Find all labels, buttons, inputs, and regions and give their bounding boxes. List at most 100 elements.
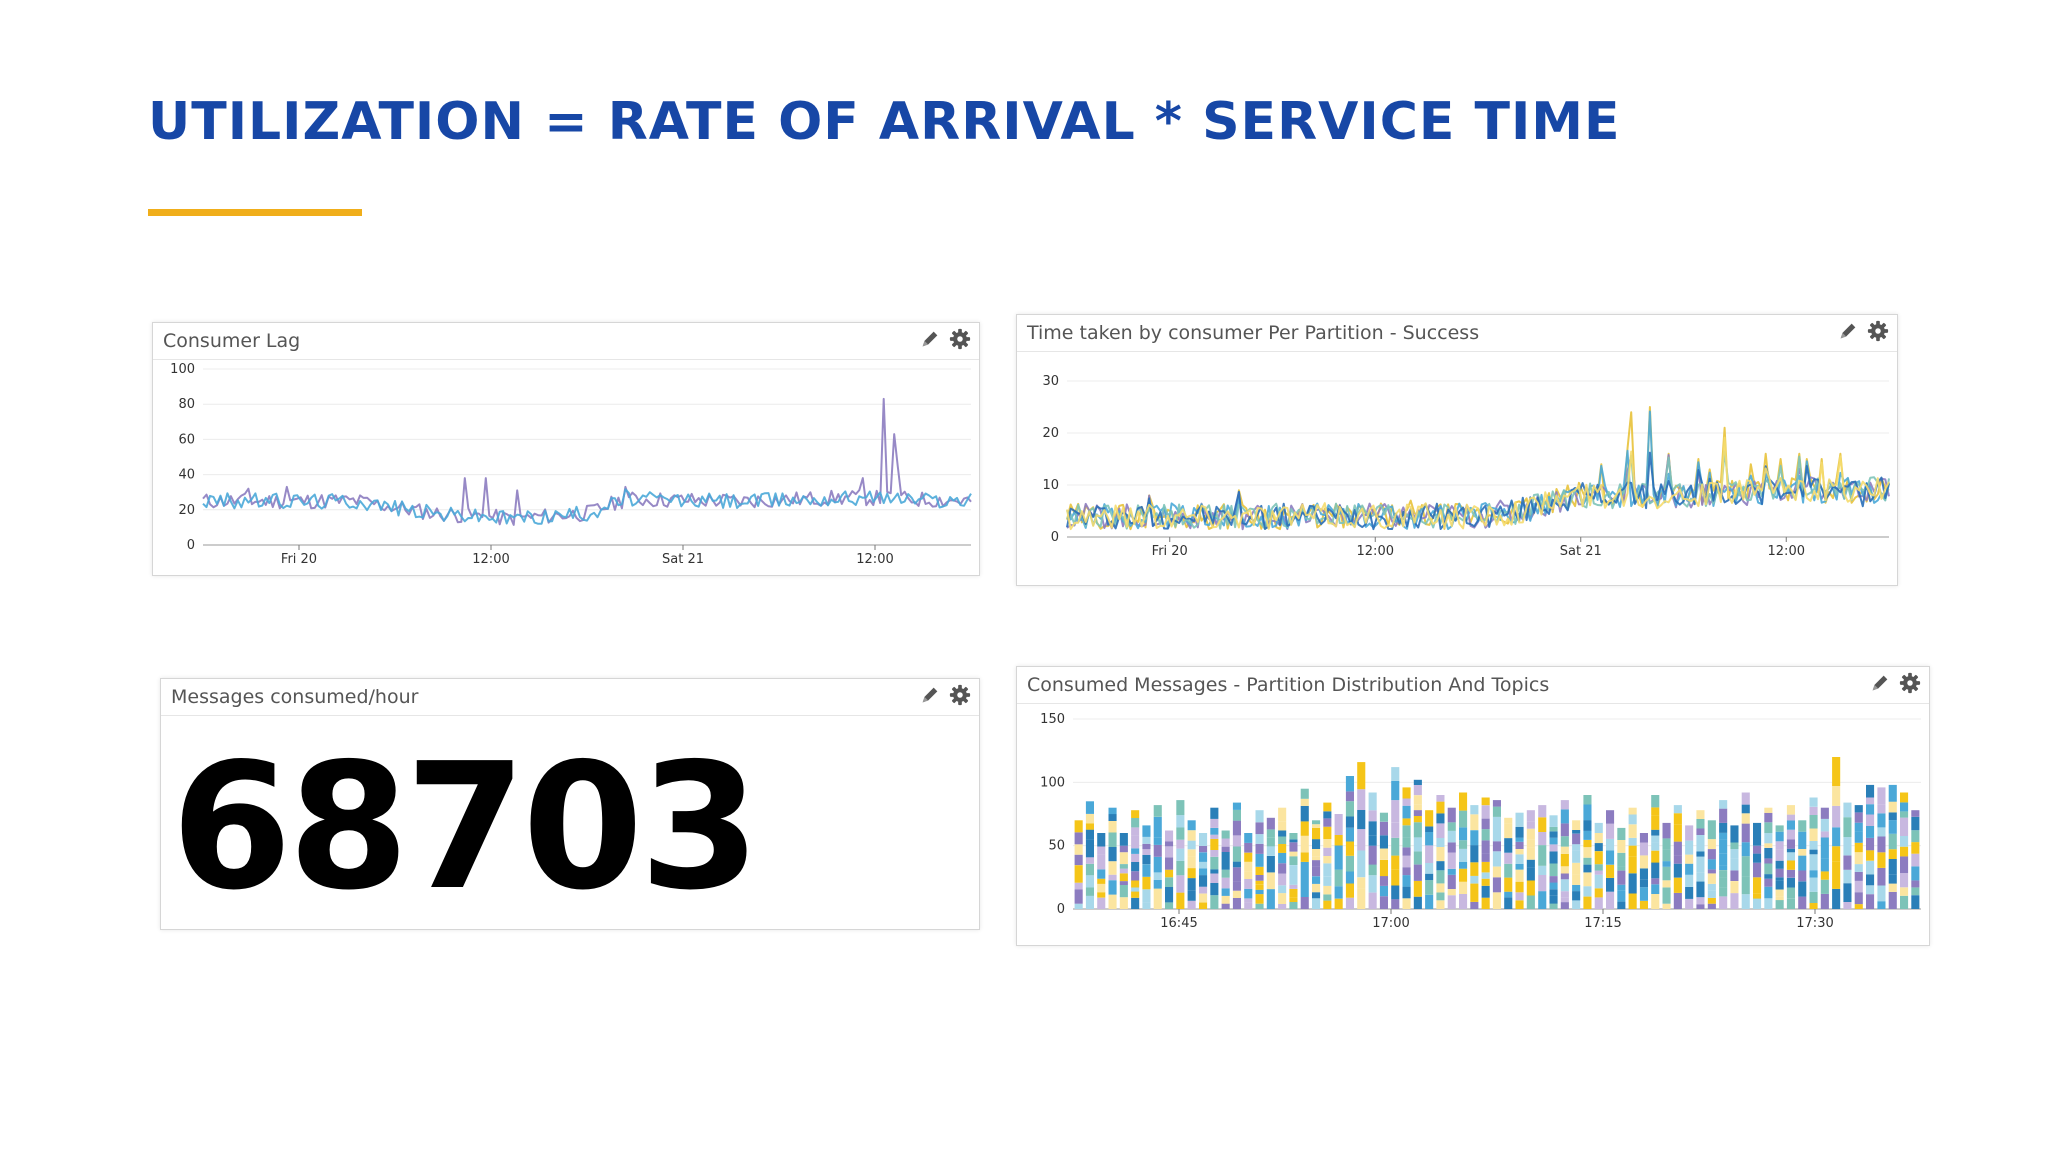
- bar-segment: [1176, 875, 1185, 893]
- bar-segment: [1165, 902, 1174, 909]
- bar-segment: [1583, 896, 1592, 909]
- bar-segment: [1775, 896, 1784, 901]
- bar-segment: [1888, 849, 1897, 859]
- bar-segment: [1854, 822, 1863, 832]
- bar-segment: [1606, 877, 1615, 892]
- bar-segment: [1176, 892, 1185, 909]
- bar-segment: [1232, 881, 1241, 891]
- bar-segment: [1775, 841, 1784, 850]
- bar-segment: [1764, 822, 1773, 834]
- x-tick-label: 12:00: [1768, 544, 1805, 559]
- bar-segment: [1142, 864, 1151, 877]
- bar-segment: [1300, 821, 1309, 836]
- bar-segment: [1854, 842, 1863, 853]
- bar-segment: [1425, 832, 1434, 846]
- gear-icon[interactable]: [1899, 672, 1921, 694]
- bar-segment: [1854, 831, 1863, 843]
- bar-segment: [1696, 872, 1705, 882]
- bar-segment: [1560, 891, 1569, 898]
- bar-segment: [1244, 888, 1253, 899]
- gear-icon[interactable]: [949, 328, 971, 350]
- bar-segment: [1843, 837, 1852, 856]
- bar-segment: [1798, 831, 1807, 849]
- bar-segment: [1707, 897, 1716, 904]
- bar-segment: [1662, 861, 1671, 867]
- bar-segment: [1492, 816, 1501, 830]
- bar-segment: [1481, 853, 1490, 862]
- bar-segment: [1877, 804, 1886, 814]
- bar-segment: [1753, 853, 1762, 863]
- bar-segment: [1854, 881, 1863, 893]
- bar-segment: [1481, 829, 1490, 841]
- bar-segment: [1266, 856, 1275, 873]
- bar-segment: [1583, 840, 1592, 848]
- bar-segment: [1707, 903, 1716, 909]
- y-tick-label: 0: [1051, 530, 1059, 545]
- bar-segment: [1617, 901, 1626, 909]
- bar-segment: [1108, 832, 1117, 847]
- bar-segment: [1199, 833, 1208, 846]
- bar-segment: [1425, 810, 1434, 827]
- bar-segment: [1312, 827, 1321, 840]
- bar-segment: [1108, 814, 1117, 821]
- bar-segment: [1820, 871, 1829, 880]
- bar-segment: [1345, 776, 1354, 792]
- bar-segment: [1289, 839, 1298, 843]
- bar-segment: [1515, 812, 1524, 820]
- bar-segment: [1425, 894, 1434, 909]
- pencil-icon[interactable]: [1869, 672, 1891, 694]
- stacked-bar: [1538, 805, 1547, 909]
- bar-segment: [1764, 878, 1773, 887]
- bar-segment: [1764, 847, 1773, 859]
- stacked-bar: [1074, 820, 1083, 909]
- bar-segment: [1097, 892, 1106, 898]
- bar-segment: [1345, 827, 1354, 842]
- bar-segment: [1153, 805, 1162, 817]
- stacked-bar: [1357, 762, 1366, 909]
- bar-segment: [1402, 818, 1411, 826]
- bar-segment: [1492, 877, 1501, 893]
- stacked-bar: [1617, 827, 1626, 909]
- bar-segment: [1707, 869, 1716, 874]
- pencil-icon[interactable]: [1837, 320, 1859, 342]
- gear-icon[interactable]: [1867, 320, 1889, 342]
- bar-segment: [1549, 851, 1558, 864]
- bar-segment: [1345, 897, 1354, 909]
- stacked-bar: [1764, 807, 1773, 909]
- x-tick-label: Fri 20: [281, 552, 317, 567]
- bar-segment: [1572, 891, 1581, 901]
- pencil-icon[interactable]: [919, 328, 941, 350]
- bar-segment: [1492, 841, 1501, 852]
- bar-segment: [1843, 883, 1852, 902]
- bar-segment: [1436, 813, 1445, 824]
- bar-segment: [1379, 821, 1388, 836]
- bar-segment: [1764, 833, 1773, 844]
- pencil-icon[interactable]: [919, 684, 941, 706]
- bar-segment: [1583, 847, 1592, 858]
- bar-segment: [1470, 862, 1479, 876]
- bar-segment: [1187, 868, 1196, 879]
- bar-segment: [1651, 807, 1660, 815]
- y-tick-label: 0: [1057, 902, 1065, 917]
- bar-segment: [1312, 849, 1321, 857]
- bar-segment: [1764, 886, 1773, 899]
- bar-segment: [1210, 838, 1219, 850]
- bar-segment: [1447, 822, 1456, 831]
- bar-segment: [1809, 891, 1818, 903]
- gear-icon[interactable]: [949, 684, 971, 706]
- bar-segment: [1820, 837, 1829, 859]
- bar-segment: [1719, 839, 1728, 854]
- bar-segment: [1639, 833, 1648, 843]
- bar-segment: [1538, 875, 1547, 892]
- bar-segment: [1119, 885, 1128, 898]
- bar-segment: [1085, 895, 1094, 909]
- bar-segment: [1334, 869, 1343, 887]
- bar-segment: [1606, 810, 1615, 824]
- bar-segment: [1843, 901, 1852, 909]
- bar-segment: [1481, 797, 1490, 806]
- bar-segment: [1572, 874, 1581, 885]
- bar-segment: [1278, 821, 1287, 831]
- bar-segment: [1753, 845, 1762, 854]
- bar-segment: [1368, 875, 1377, 893]
- bar-segment: [1391, 780, 1400, 801]
